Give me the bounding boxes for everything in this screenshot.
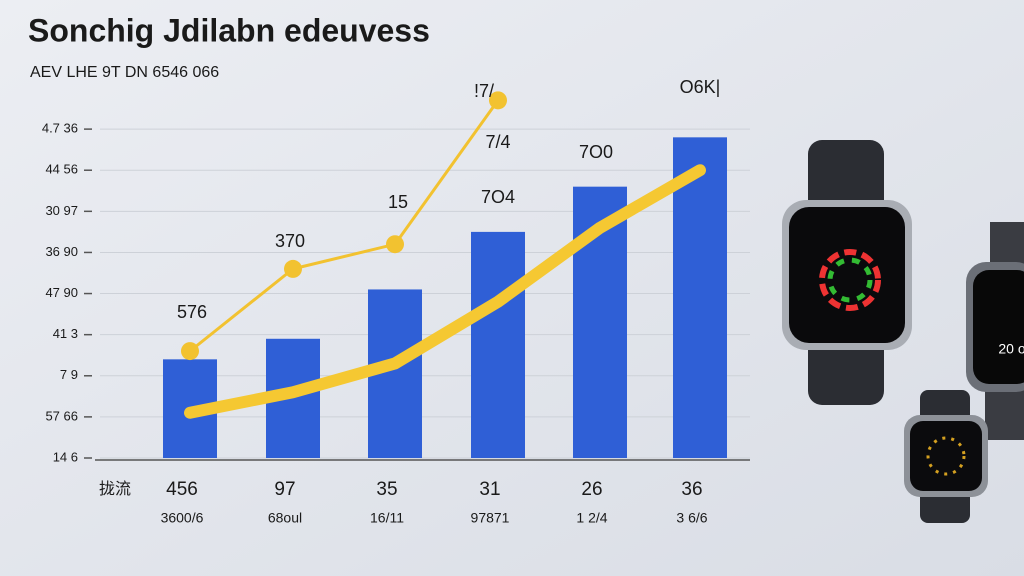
line-point (181, 342, 199, 361)
y-tick-label: 57 66 (45, 408, 78, 423)
annotation: O6K| (680, 77, 721, 97)
watch-small (904, 390, 988, 523)
annotation: 7/4 (485, 132, 510, 152)
line-point (284, 259, 302, 278)
annotation: 370 (275, 231, 305, 251)
y-tick-label: 44 56 (45, 162, 78, 177)
x-tick-label: 35 (376, 479, 397, 500)
x-tick-label: 26 (581, 479, 602, 500)
chart-subtitle: AEV LHE 9T DN 6546 066 (30, 64, 219, 81)
y-tick-label: 7 9 (60, 367, 78, 382)
x-axis-label: 拢流 (99, 480, 131, 498)
annotation: 7O0 (579, 142, 613, 162)
chart-title: Sonchig Jdilabn edeuvess (28, 12, 430, 48)
x-sublabel: 3600/6 (161, 510, 204, 526)
line (188, 98, 500, 353)
watch-text: 20 o (998, 341, 1024, 357)
annotation: 7O4 (481, 187, 515, 207)
bar (471, 231, 525, 458)
annotation: 15 (388, 192, 408, 212)
x-sublabel: 1 2/4 (576, 510, 607, 526)
line (184, 164, 706, 419)
y-tick-label: 41 3 (53, 326, 78, 341)
x-tick-label: 36 (681, 479, 702, 500)
x-sublabel: 68oul (268, 510, 302, 526)
x-tick-label: 97 (274, 479, 295, 500)
y-tick-label: 14 6 (53, 449, 78, 464)
x-sublabel: 97871 (471, 510, 510, 526)
x-tick-label: 31 (479, 479, 500, 500)
x-sublabel: 3 6/6 (676, 510, 707, 526)
annotation: 576 (177, 302, 207, 322)
bar (673, 137, 727, 459)
watch-right: 20 o (966, 222, 1024, 440)
x-tick-label: 456 (166, 479, 198, 500)
x-sublabel: 16/11 (370, 510, 404, 526)
y-tick-label: 4.7 36 (42, 121, 78, 136)
line-point (489, 91, 507, 110)
watch-large (782, 140, 912, 405)
y-tick-label: 47 90 (45, 285, 78, 300)
y-tick-label: 30 97 (45, 203, 78, 218)
annotation: !7/ (474, 81, 494, 101)
line-point (386, 235, 404, 254)
y-tick-label: 36 90 (45, 244, 78, 259)
